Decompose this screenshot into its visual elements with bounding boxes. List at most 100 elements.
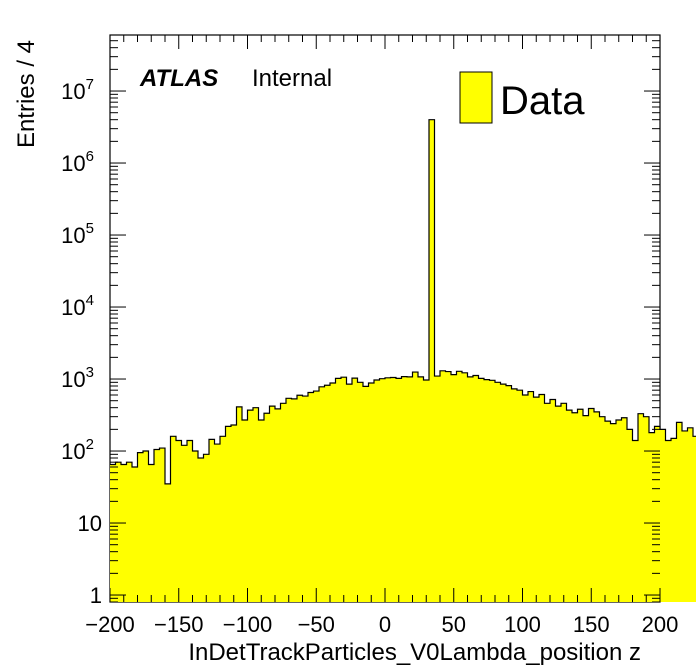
histogram-bin [544,403,551,602]
histogram-bin [203,454,210,602]
histogram-bin [583,415,589,602]
histogram-bin [401,376,408,602]
histogram-bin [286,398,292,602]
histogram-bin [682,430,688,602]
histogram-bin [456,371,463,602]
histogram-bin [434,376,441,602]
histogram-bin [660,429,666,602]
histogram-bin [170,436,177,602]
histogram-bin [561,403,567,602]
x-tick-label: 0 [379,612,391,637]
x-tick-label: 50 [442,612,466,637]
histogram-bin [192,451,199,602]
histogram-bin [214,444,221,602]
histogram-bin [335,378,342,602]
histogram-bin [242,419,248,602]
histogram-bin [341,377,347,602]
histogram-bin [313,391,320,602]
x-tick-label: −150 [154,612,204,637]
y-tick-label: 105 [61,220,94,248]
histogram-bin [159,448,166,602]
histogram-bin [110,464,116,602]
histogram-bin [632,440,639,602]
y-tick-label: 104 [61,292,94,320]
histogram-bin [412,372,419,602]
histogram-bin [643,416,650,602]
histogram-bin [330,383,336,602]
histogram-bin [275,408,281,602]
histogram-bin [451,374,457,602]
histogram-bin [489,380,496,602]
histogram-bin [148,464,155,602]
histogram-bin [572,412,578,602]
histogram-bin [693,436,696,602]
histogram-bin [115,462,122,602]
legend-label-data: Data [500,79,585,123]
histogram-bin [308,392,314,602]
histogram-outline [110,119,696,485]
histogram-bin [627,429,633,602]
y-tick-label: 106 [61,148,94,176]
histogram-bin [511,388,518,602]
histogram-bin [374,379,380,602]
histogram-bin [209,439,215,602]
histogram-bin [649,432,655,602]
histogram-bin [440,370,446,602]
x-tick-label: −200 [85,612,135,637]
histogram-bin [654,426,661,602]
x-tick-label: −100 [223,612,273,637]
histogram-bin [280,403,287,602]
axis-ticks [109,34,661,603]
histogram-bin [495,382,501,602]
histogram-bin [610,423,617,602]
legend-swatch [459,71,493,124]
histogram-bin [368,383,375,602]
histogram-bin [357,382,364,602]
histogram-bin [181,445,188,602]
histogram-bin [319,386,325,602]
histogram-bin [566,410,573,602]
histogram-bin [407,376,413,602]
histogram-bin [258,419,265,602]
internal-label: Internal [252,65,332,92]
histogram-bin [616,419,622,602]
histogram-bin [473,375,479,602]
histogram-bin [522,395,529,602]
histogram-bin [621,417,628,602]
histogram-bin [264,413,270,602]
histogram-bars [110,119,696,603]
histogram-bin [236,406,243,602]
x-axis-title: InDetTrackParticles_V0Lambda_position z [188,639,641,666]
histogram-bin [324,385,331,602]
x-tick-label: 100 [504,612,541,637]
histogram-bin [599,416,606,602]
histogram-bin [352,378,358,602]
histogram-bin [478,378,485,602]
histogram-bin [467,376,474,602]
histogram-bin [638,413,644,602]
histogram-bin [198,458,204,602]
histogram-bin [297,395,303,602]
y-tick-label: 103 [61,364,94,392]
histogram-bin [132,467,138,602]
histogram-bin [176,440,182,602]
atlas-label: ATLAS [139,65,218,92]
histogram-bin [363,386,369,602]
histogram-bin [225,426,232,602]
x-tick-label: −50 [298,612,335,637]
histogram-bin [462,372,468,602]
x-tick-label: 200 [642,612,679,637]
histogram-bin [143,451,149,602]
histogram-bin [550,399,556,602]
histogram-bin [528,391,534,602]
histogram-bin [484,379,490,602]
histogram-bin [385,377,391,602]
histogram-bin [269,406,276,602]
histogram-bin [594,411,600,602]
histogram-bin [154,449,160,602]
y-axis-title: Entries / 4 [13,40,40,148]
histogram-bin [302,396,309,602]
x-tick-label: 150 [573,612,610,637]
histogram-bin [291,398,298,602]
